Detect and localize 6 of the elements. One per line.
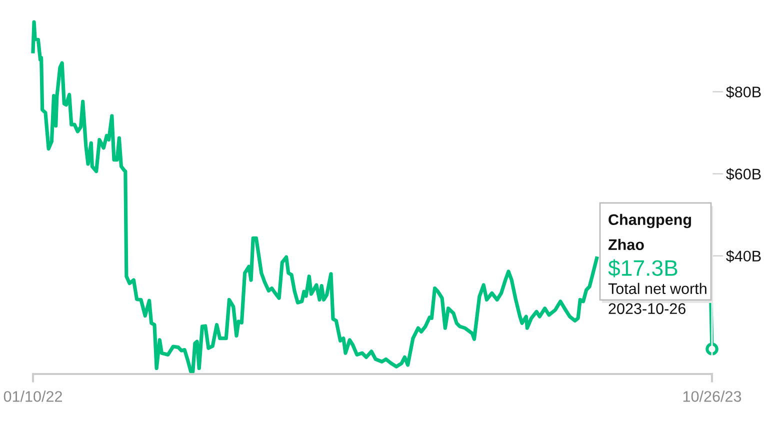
y-tick-label: $80B bbox=[726, 86, 761, 98]
annotation: Changpeng Zhao $17.3B Total net worth 2023-10-26 bbox=[608, 214, 706, 314]
y-tick-label: $60B bbox=[726, 168, 761, 180]
x-tick-label: 10/26/23 bbox=[683, 390, 742, 402]
x-tick-label: 01/10/22 bbox=[4, 390, 62, 402]
y-tick-label: $40B bbox=[726, 250, 761, 262]
